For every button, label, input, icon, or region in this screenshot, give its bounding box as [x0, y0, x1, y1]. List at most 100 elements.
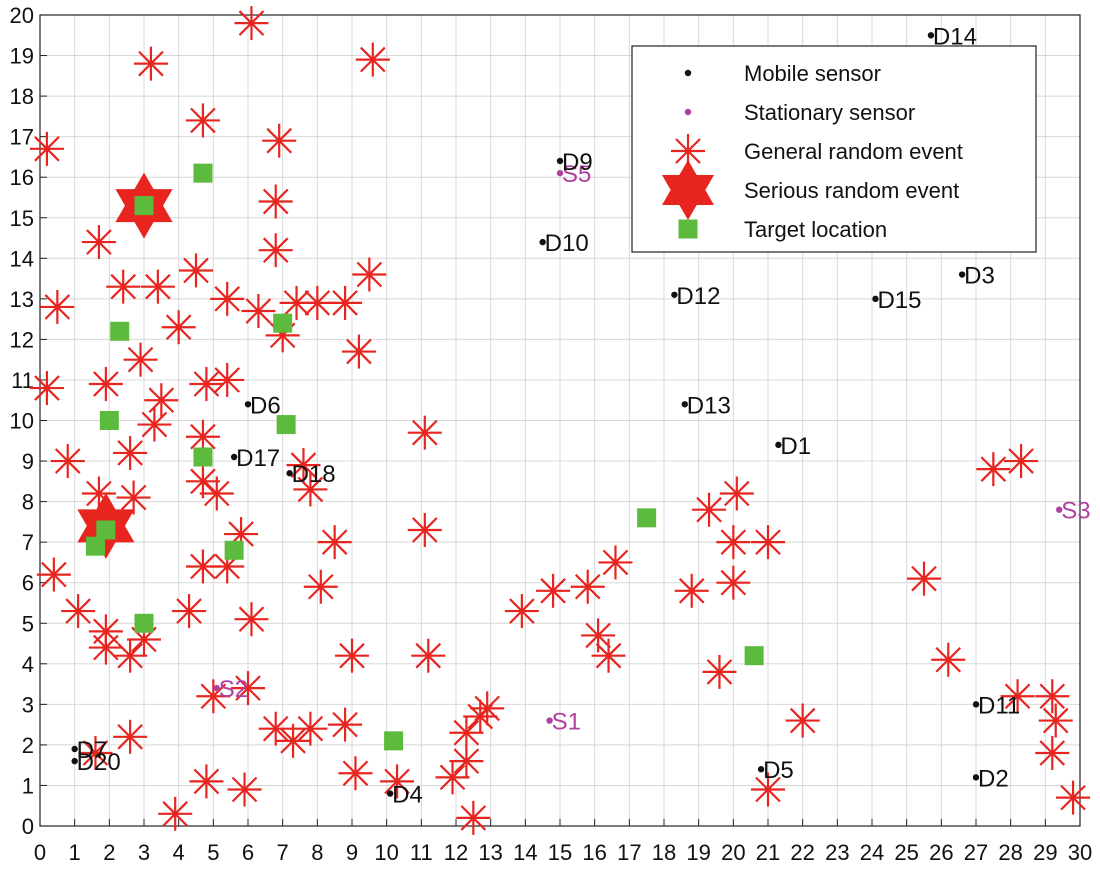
general-event-marker — [276, 723, 311, 758]
x-tick-label: 18 — [652, 840, 676, 865]
general-event-marker — [338, 756, 373, 791]
x-tick-label: 19 — [686, 840, 710, 865]
target-location-marker — [193, 163, 213, 183]
general-event-marker — [140, 269, 175, 304]
general-event-marker — [293, 472, 328, 507]
general-event-marker — [1056, 780, 1091, 815]
x-tick-label: 25 — [894, 840, 918, 865]
general-event-marker — [328, 707, 363, 742]
mobile-sensor-label: D13 — [687, 392, 731, 419]
target-location-marker — [744, 646, 764, 666]
general-event-marker — [591, 638, 626, 673]
general-event-marker — [570, 569, 605, 604]
mobile-sensor-label: D10 — [545, 230, 589, 257]
general-event-marker — [88, 630, 123, 665]
mobile-sensor-label: D20 — [77, 749, 121, 776]
stationary-sensor-marker — [213, 684, 220, 692]
y-tick-label: 8 — [22, 490, 34, 515]
x-tick-label: 22 — [790, 840, 814, 865]
mobile-sensor-label: D7 — [77, 737, 108, 764]
mobile-sensor-label: D12 — [676, 283, 720, 310]
x-tick-label: 28 — [998, 840, 1022, 865]
x-tick-label: 12 — [444, 840, 468, 865]
general-event-marker — [185, 419, 220, 454]
y-tick-label: 1 — [22, 773, 34, 798]
general-event-marker — [172, 594, 207, 629]
x-tick-label: 11 — [410, 840, 433, 865]
legend: Mobile sensor Stationary sensor General ra… — [631, 45, 1037, 253]
general-event-marker — [407, 512, 442, 547]
general-event-marker — [116, 480, 151, 515]
legend-label: Stationary sensor — [744, 100, 915, 125]
legend-target-icon — [678, 219, 698, 239]
general-event-marker — [258, 233, 293, 268]
target-location-marker — [224, 540, 244, 560]
mobile-sensor-label: D1 — [780, 433, 811, 460]
stationary-sensor-marker — [1056, 506, 1063, 513]
general-event-marker — [449, 715, 484, 750]
legend-label: Serious random event — [744, 178, 959, 203]
y-tick-label: 5 — [22, 611, 34, 636]
mobile-sensor-marker — [681, 401, 688, 408]
stationary-sensor-label: S1 — [552, 709, 581, 736]
mobile-sensor-marker — [972, 701, 980, 708]
general-event-marker — [241, 294, 276, 329]
mobile-sensor-marker — [71, 745, 78, 753]
general-event-marker — [716, 565, 751, 600]
y-tick-label: 7 — [22, 530, 34, 555]
x-tick-label: 17 — [617, 840, 641, 865]
general-event-marker — [335, 638, 369, 673]
general-event-marker — [158, 796, 193, 831]
general-event-marker — [317, 525, 352, 560]
target-location-marker — [85, 536, 105, 556]
x-tick-label: 5 — [207, 840, 219, 865]
x-tick-label: 20 — [721, 840, 745, 865]
target-location-marker — [110, 321, 130, 341]
general-event-marker — [328, 285, 363, 320]
general-event-marker — [231, 671, 265, 706]
x-tick-label: 6 — [242, 840, 254, 865]
stationary-sensor-marker — [546, 717, 553, 724]
x-tick-label: 4 — [173, 840, 185, 865]
x-tick-label: 27 — [964, 840, 988, 865]
x-tick-label: 1 — [69, 840, 81, 865]
general-event-marker — [907, 561, 941, 596]
mobile-sensor-label: D4 — [392, 782, 423, 809]
x-tick-label: 16 — [582, 840, 606, 865]
general-event-marker — [504, 594, 539, 629]
y-tick-label: 13 — [10, 287, 34, 312]
mobile-sensor-marker — [775, 441, 782, 449]
general-event-marker — [29, 131, 64, 166]
general-event-marker — [976, 452, 1011, 487]
x-tick-label: 21 — [756, 840, 780, 865]
legend-serious-icon — [662, 160, 714, 220]
x-tick-label: 24 — [860, 840, 884, 865]
general-event-marker — [1000, 679, 1035, 714]
general-event-marker — [81, 225, 116, 260]
stationary-sensor-label: S3 — [1061, 498, 1090, 525]
x-tick-label: 14 — [513, 840, 537, 865]
target-location-marker — [193, 447, 213, 467]
general-event-marker — [380, 764, 415, 799]
y-tick-label: 12 — [10, 327, 34, 352]
x-tick-label: 23 — [825, 840, 849, 865]
y-tick-label: 17 — [10, 125, 34, 150]
x-tick-label: 9 — [346, 840, 358, 865]
general-event-marker — [113, 719, 148, 754]
x-tick-label: 10 — [374, 840, 398, 865]
x-tick-label: 0 — [34, 840, 46, 865]
general-event-marker — [716, 525, 751, 560]
x-tick-label: 26 — [929, 840, 953, 865]
general-event-marker — [598, 545, 633, 580]
legend-label: Mobile sensor — [744, 61, 881, 86]
general-event-marker — [456, 800, 491, 835]
general-event-marker — [341, 334, 376, 369]
general-event-marker — [210, 281, 245, 316]
general-event-marker — [581, 618, 616, 653]
legend-box — [631, 45, 1037, 253]
general-event-marker — [133, 46, 168, 81]
data-marks: S1S2S3S5D1D2D3D4D5D6D7D9D10D11D12D13D14D… — [29, 6, 1091, 835]
x-tick-label: 2 — [103, 840, 115, 865]
general-event-marker — [161, 310, 196, 345]
mobile-sensor-label: D18 — [292, 461, 336, 488]
